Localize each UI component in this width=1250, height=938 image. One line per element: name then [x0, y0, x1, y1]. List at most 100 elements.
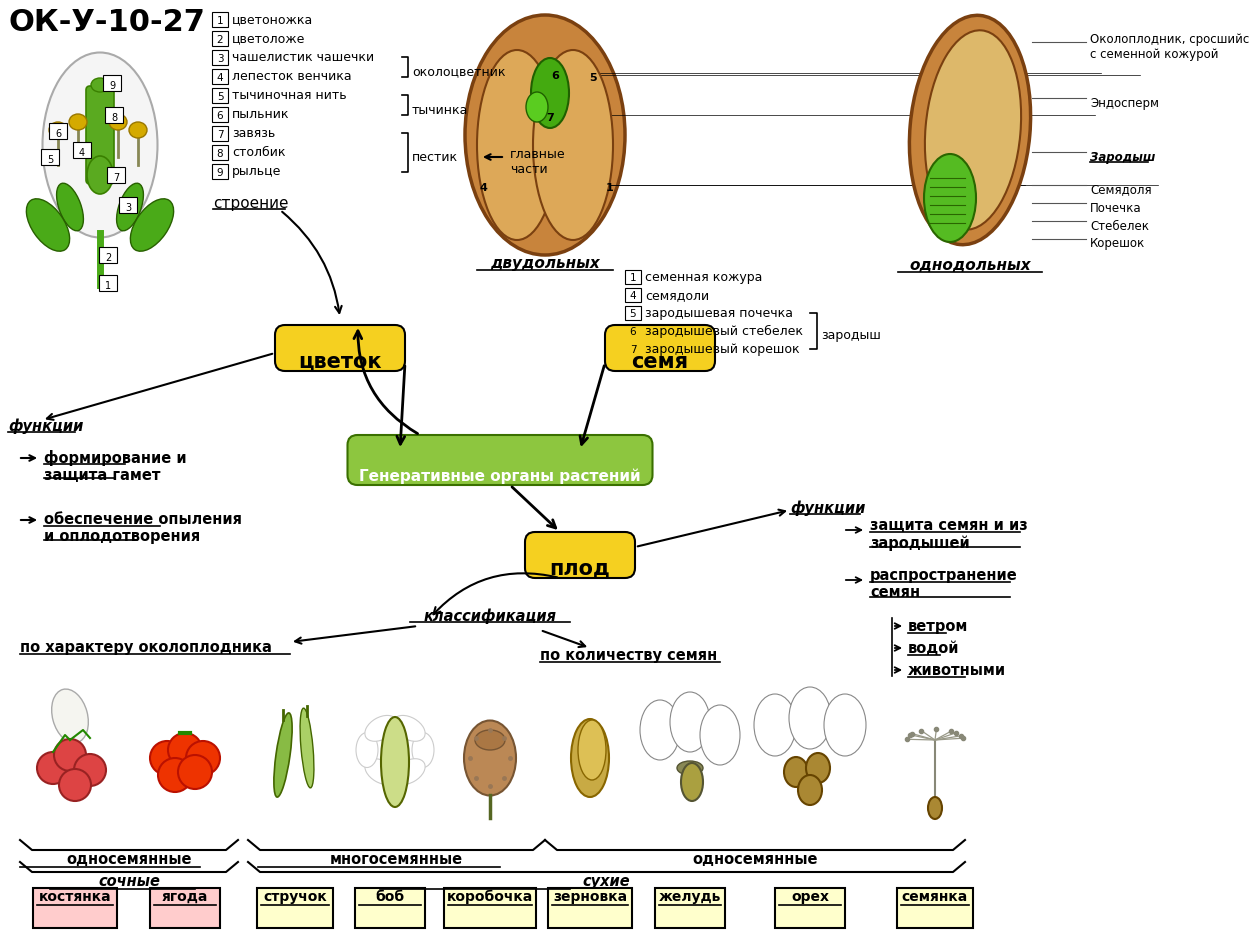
Bar [105, 107, 122, 123]
Circle shape [74, 754, 106, 786]
Text: по количеству семян: по количеству семян [540, 648, 718, 663]
Text: стручок: стручок [264, 890, 328, 904]
Text: 7: 7 [216, 130, 224, 140]
Ellipse shape [365, 759, 398, 784]
Text: 6: 6 [55, 129, 61, 139]
Text: 5: 5 [589, 73, 596, 83]
Text: 6: 6 [551, 71, 559, 81]
Ellipse shape [91, 78, 109, 92]
Ellipse shape [754, 694, 796, 756]
Ellipse shape [578, 720, 606, 780]
Ellipse shape [129, 122, 148, 138]
Text: 3: 3 [216, 54, 224, 64]
Text: семянка: семянка [902, 890, 969, 904]
Text: 5: 5 [216, 92, 224, 102]
Circle shape [38, 752, 69, 784]
Bar [213, 88, 228, 103]
Text: коробочка: коробочка [448, 890, 534, 904]
Text: зародыш: зародыш [821, 329, 881, 342]
Bar [99, 247, 118, 263]
Ellipse shape [69, 114, 88, 130]
Text: 9: 9 [216, 168, 224, 178]
Text: 1: 1 [105, 281, 111, 291]
Bar [625, 306, 641, 320]
Bar [625, 288, 641, 302]
Text: двудольных: двудольных [490, 256, 600, 271]
Text: зародышевая почечка: зародышевая почечка [645, 307, 792, 320]
Text: семядоли: семядоли [645, 289, 709, 302]
Bar [99, 275, 118, 291]
Text: функции: функции [8, 418, 84, 433]
Bar [775, 888, 845, 928]
Text: защита семян и из
зародышей: защита семян и из зародышей [870, 518, 1028, 551]
Ellipse shape [910, 15, 1030, 245]
Text: чашелистик чашечки: чашелистик чашечки [232, 51, 374, 64]
Text: 7: 7 [546, 113, 554, 123]
Bar [625, 324, 641, 338]
Text: 8: 8 [216, 149, 224, 159]
Text: 7: 7 [630, 345, 636, 355]
Text: ОК-У-10-27: ОК-У-10-27 [8, 8, 205, 37]
Text: 5: 5 [630, 309, 636, 319]
Bar [213, 50, 228, 65]
Ellipse shape [88, 156, 112, 194]
Text: 5: 5 [48, 155, 53, 165]
Bar [32, 888, 118, 928]
Ellipse shape [681, 763, 702, 801]
Circle shape [168, 733, 202, 767]
Ellipse shape [130, 199, 174, 251]
Text: главные
части: главные части [510, 148, 565, 176]
Text: Семядоля: Семядоля [1090, 184, 1151, 196]
Ellipse shape [640, 700, 680, 760]
Ellipse shape [700, 705, 740, 765]
Text: животными: животными [908, 663, 1006, 678]
Text: 9: 9 [109, 81, 115, 91]
Text: орех: орех [791, 890, 829, 904]
Text: 4: 4 [630, 291, 636, 301]
Ellipse shape [116, 183, 144, 231]
FancyBboxPatch shape [275, 325, 405, 371]
Bar [213, 164, 228, 179]
Text: ягода: ягода [161, 890, 209, 904]
Text: рыльце: рыльце [232, 165, 281, 178]
Text: желудь: желудь [659, 890, 721, 904]
Bar [213, 145, 228, 160]
Circle shape [59, 769, 91, 801]
Bar [655, 888, 725, 928]
Bar [213, 107, 228, 122]
Text: костянка: костянка [39, 890, 111, 904]
Ellipse shape [798, 775, 822, 805]
Ellipse shape [392, 759, 425, 784]
Ellipse shape [365, 716, 398, 741]
Ellipse shape [670, 692, 710, 752]
Text: 4: 4 [79, 148, 85, 158]
Ellipse shape [924, 154, 976, 242]
Bar [49, 123, 68, 139]
Bar [548, 888, 632, 928]
Text: семя: семя [631, 352, 689, 372]
Text: Корешок: Корешок [1090, 237, 1145, 250]
Text: функции: функции [790, 500, 865, 516]
Text: плод: плод [550, 559, 610, 579]
Ellipse shape [56, 183, 84, 231]
Text: 1: 1 [606, 183, 614, 193]
FancyBboxPatch shape [525, 532, 635, 578]
Text: зародышевый корешок: зародышевый корешок [645, 343, 800, 356]
Bar [213, 69, 228, 84]
Bar [102, 75, 121, 91]
Text: пыльник: пыльник [232, 108, 290, 121]
Text: цветоложе: цветоложе [232, 32, 305, 45]
Ellipse shape [925, 30, 1021, 230]
Text: 7: 7 [112, 173, 119, 183]
Ellipse shape [51, 689, 89, 743]
Ellipse shape [678, 761, 702, 775]
Ellipse shape [789, 687, 831, 749]
Text: цветок: цветок [299, 352, 381, 372]
Text: зерновка: зерновка [552, 890, 628, 904]
Text: 4: 4 [479, 183, 488, 193]
FancyBboxPatch shape [86, 86, 114, 184]
Text: 6: 6 [630, 327, 636, 337]
Text: 8: 8 [111, 113, 118, 123]
Bar [72, 142, 91, 158]
Ellipse shape [531, 58, 569, 128]
